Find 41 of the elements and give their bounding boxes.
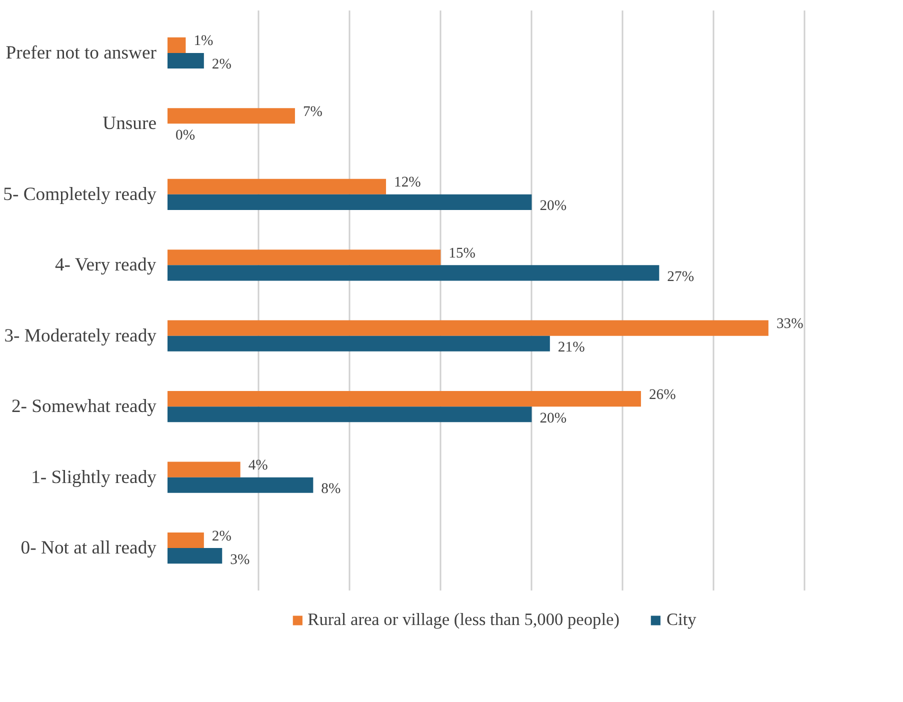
bar	[168, 548, 222, 564]
data-label: 1%	[194, 33, 214, 50]
bar	[168, 52, 204, 68]
bar	[168, 462, 240, 478]
bar	[168, 250, 441, 266]
data-label: 2%	[212, 528, 232, 544]
data-label: 0%	[176, 127, 196, 144]
data-label: 26%	[648, 386, 676, 403]
data-label: 8%	[321, 481, 341, 498]
data-label: 2%	[212, 56, 232, 73]
data-label: 20%	[540, 198, 567, 214]
y-tick-label: 5- Completely ready	[3, 184, 158, 205]
data-label: 3%	[230, 552, 250, 568]
y-tick-label: 0- Not at all ready	[20, 538, 158, 559]
data-label: 12%	[394, 174, 421, 191]
y-tick-label: 1- Slightly ready	[31, 466, 158, 488]
y-tick-label: Prefer not to answer	[6, 42, 158, 64]
data-label: 27%	[667, 268, 694, 285]
bar	[168, 178, 386, 194]
data-label: 33%	[776, 316, 804, 332]
bar	[168, 406, 532, 422]
bar	[168, 336, 550, 352]
bar	[168, 391, 641, 407]
data-label: 15%	[448, 245, 476, 262]
data-label: 21%	[558, 340, 585, 356]
bar	[168, 532, 204, 548]
y-tick-label: Unsure	[102, 113, 157, 134]
y-tick-label: 3- Moderately ready	[4, 325, 158, 346]
bar	[168, 477, 314, 493]
data-label: 20%	[540, 410, 567, 426]
legend-label: City	[666, 610, 696, 630]
data-label: 4%	[248, 458, 268, 474]
bar	[168, 265, 660, 281]
bar	[168, 37, 186, 53]
legend-label: Rural area or village (less than 5,000 people)	[308, 610, 620, 630]
y-tick-label: 4- Very ready	[54, 254, 157, 276]
bar	[168, 194, 532, 210]
bar	[168, 320, 768, 336]
bar	[168, 108, 295, 124]
data-label: 7%	[302, 104, 323, 120]
y-tick-label: 2- Somewhat ready	[11, 396, 158, 418]
